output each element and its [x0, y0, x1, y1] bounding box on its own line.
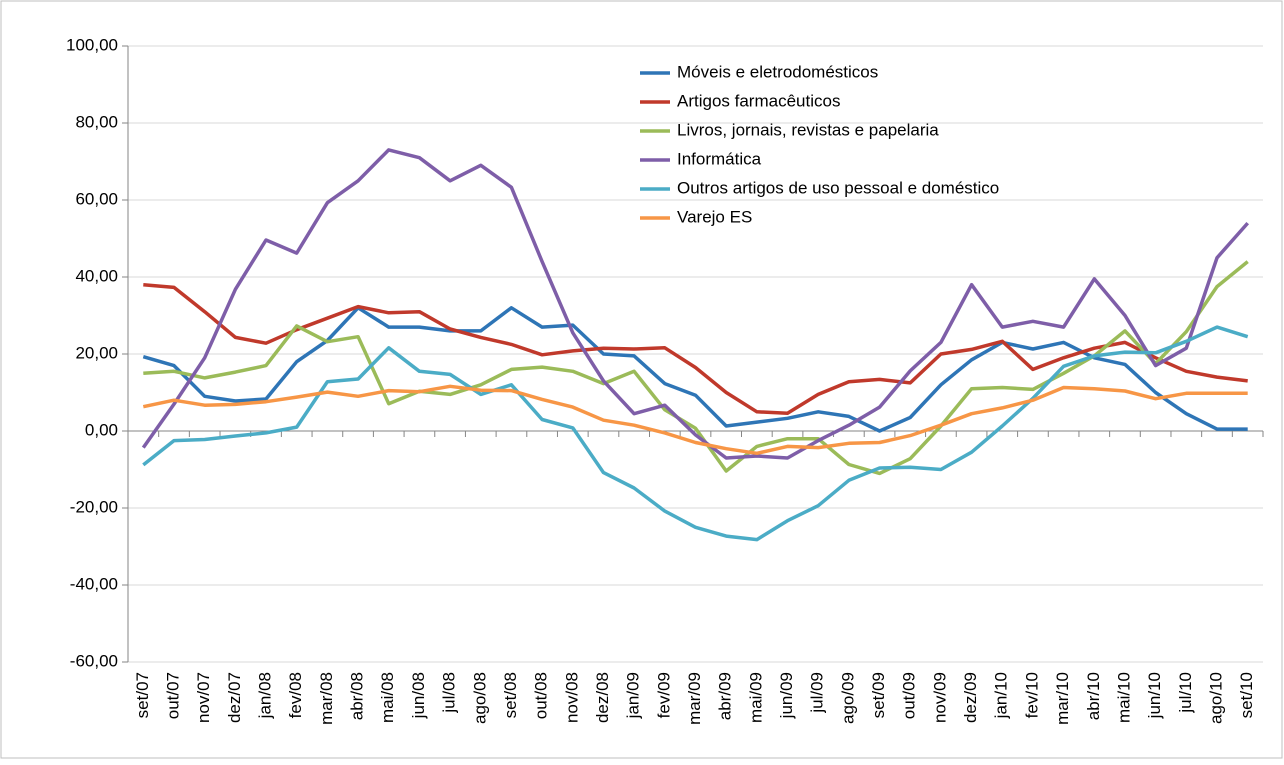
- x-tick-label: set/09: [869, 672, 888, 718]
- y-tick-label: 80,00: [75, 112, 118, 131]
- legend-label: Varejo ES: [677, 207, 752, 226]
- x-tick-label: jan/08: [256, 672, 275, 719]
- x-tick-label: jul/10: [1176, 672, 1195, 714]
- x-tick-label: mai/09: [746, 672, 765, 723]
- y-tick-label: -40,00: [70, 574, 118, 593]
- legend-label: Artigos farmacêuticos: [677, 91, 840, 110]
- y-tick-label: 40,00: [75, 266, 118, 285]
- x-tick-label: abr/09: [716, 672, 735, 720]
- x-tick-label: fev/08: [286, 672, 305, 718]
- x-tick-label: jun/09: [777, 672, 796, 719]
- x-tick-label: mar/10: [1053, 672, 1072, 725]
- x-tick-label: mai/08: [378, 672, 397, 723]
- x-tick-label: abr/08: [348, 672, 367, 720]
- line-series: [142, 384, 1248, 456]
- line-series: [143, 282, 1248, 416]
- line-series: [143, 260, 1249, 476]
- y-tick-label: -20,00: [70, 497, 118, 516]
- y-tick-label: 20,00: [75, 343, 118, 362]
- x-tick-label: fev/10: [1022, 672, 1041, 718]
- x-tick-label: nov/08: [562, 672, 581, 723]
- x-tick-label: nov/07: [194, 672, 213, 723]
- legend-label: Informática: [677, 149, 762, 168]
- x-tick-label: jun/10: [1145, 672, 1164, 719]
- legend-label: Móveis e eletrodomésticos: [677, 62, 878, 81]
- x-tick-label: ago/10: [1206, 672, 1225, 724]
- x-tick-label: ago/08: [470, 672, 489, 724]
- legend-label: Outros artigos de uso pessoal e doméstic…: [677, 178, 999, 197]
- legend-label: Livros, jornais, revistas e papelaria: [677, 120, 939, 139]
- y-tick-label: 60,00: [75, 189, 118, 208]
- x-tick-label: out/09: [900, 672, 919, 719]
- x-tick-label: mai/10: [1114, 672, 1133, 723]
- x-tick-label: ago/09: [838, 672, 857, 724]
- x-tick-label: mar/09: [685, 672, 704, 725]
- x-tick-label: jul/08: [440, 672, 459, 714]
- x-tick-label: nov/09: [930, 672, 949, 723]
- y-tick-label: 100,00: [66, 35, 118, 54]
- x-tick-label: out/07: [163, 672, 182, 719]
- x-tick-label: jun/08: [409, 672, 428, 719]
- x-tick-label: out/08: [532, 672, 551, 719]
- line-series: [142, 325, 1249, 542]
- y-tick-label: 0,00: [85, 420, 118, 439]
- x-tick-label: jul/09: [808, 672, 827, 714]
- x-tick-label: set/08: [501, 672, 520, 718]
- y-tick-label: -60,00: [70, 651, 118, 670]
- line-series: [141, 148, 1250, 460]
- x-tick-label: dez/09: [961, 672, 980, 723]
- x-tick-label: dez/07: [225, 672, 244, 723]
- x-tick-label: set/10: [1237, 672, 1256, 718]
- x-tick-label: abr/10: [1084, 672, 1103, 720]
- x-tick-label: jan/10: [992, 672, 1011, 719]
- x-tick-label: mar/08: [317, 672, 336, 725]
- x-tick-label: fev/09: [654, 672, 673, 718]
- x-tick-label: set/07: [133, 672, 152, 718]
- x-tick-label: dez/08: [593, 672, 612, 723]
- x-tick-label: jan/09: [624, 672, 643, 719]
